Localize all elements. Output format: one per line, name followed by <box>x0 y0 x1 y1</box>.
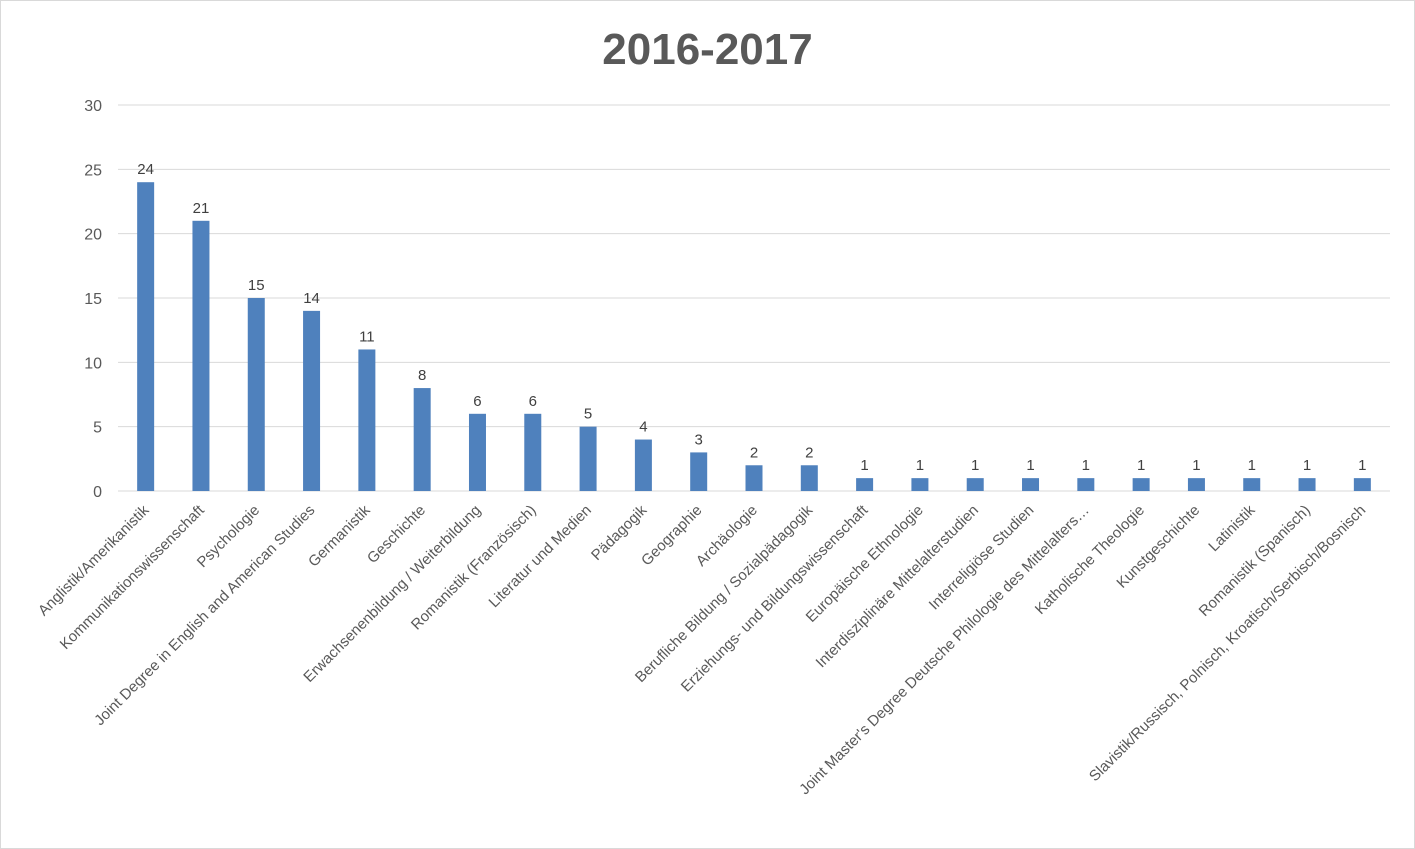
bar <box>524 413 542 491</box>
bar <box>1298 478 1316 491</box>
data-label: 14 <box>303 290 320 307</box>
data-label: 11 <box>359 328 375 345</box>
y-tick-label: 25 <box>84 162 102 179</box>
y-tick-label: 15 <box>84 291 102 308</box>
bar <box>800 465 818 491</box>
bar <box>413 388 431 491</box>
data-label: 2 <box>805 444 813 461</box>
bar <box>1243 478 1261 491</box>
data-label: 6 <box>473 393 481 410</box>
bar <box>1022 478 1040 491</box>
bar <box>579 426 597 491</box>
y-tick-label: 30 <box>84 98 102 115</box>
data-label: 4 <box>639 419 647 436</box>
chart-title: 2016-2017 <box>602 25 813 74</box>
bar <box>856 478 874 491</box>
data-label: 8 <box>418 367 426 384</box>
bar <box>1353 478 1371 491</box>
bar <box>911 478 929 491</box>
data-label: 1 <box>1248 457 1256 474</box>
y-tick-label: 10 <box>84 355 102 372</box>
x-category-label: Romanistik (Spanisch) <box>1196 502 1314 620</box>
bar <box>745 465 763 491</box>
data-label: 1 <box>971 457 979 474</box>
data-label: 2 <box>750 444 758 461</box>
data-label: 1 <box>1192 457 1200 474</box>
x-axis-categories: Anglistik/AmerikanistikKommunikationswis… <box>35 501 1369 798</box>
gridlines <box>118 104 1390 492</box>
x-category-label: Interreligiöse Studien <box>926 502 1038 614</box>
data-label: 15 <box>248 277 265 294</box>
data-label: 6 <box>529 393 537 410</box>
data-label: 1 <box>1358 457 1366 474</box>
y-tick-label: 5 <box>93 420 102 437</box>
bar <box>358 349 376 491</box>
data-label: 21 <box>193 200 210 217</box>
data-label: 24 <box>137 161 154 178</box>
bar <box>468 413 486 491</box>
data-label: 3 <box>695 431 703 448</box>
x-category-label: Katholische Theologie <box>1032 502 1148 618</box>
x-category-label: Literatur und Medien <box>486 502 595 611</box>
bar <box>634 439 652 491</box>
bar <box>137 182 155 491</box>
bars <box>137 182 1371 492</box>
bar <box>1077 478 1095 491</box>
bar <box>1187 478 1205 491</box>
y-tick-label: 0 <box>93 484 102 501</box>
bar <box>192 220 210 492</box>
bar <box>690 452 708 491</box>
bar <box>1132 478 1150 491</box>
data-label: 1 <box>1026 457 1034 474</box>
data-label: 1 <box>916 457 924 474</box>
x-category-label: Anglistik/Amerikanistik <box>35 501 153 619</box>
bar <box>303 310 321 491</box>
data-label: 1 <box>1082 457 1090 474</box>
y-axis-ticks: 0 5 10 15 20 25 30 <box>84 98 102 501</box>
bar <box>966 478 984 491</box>
data-label: 1 <box>860 457 868 474</box>
data-label: 1 <box>1303 457 1311 474</box>
x-category-label: Latinistik <box>1205 501 1259 555</box>
y-tick-label: 20 <box>84 227 102 244</box>
data-label: 1 <box>1137 457 1145 474</box>
bar <box>247 298 265 491</box>
data-label: 5 <box>584 406 592 423</box>
